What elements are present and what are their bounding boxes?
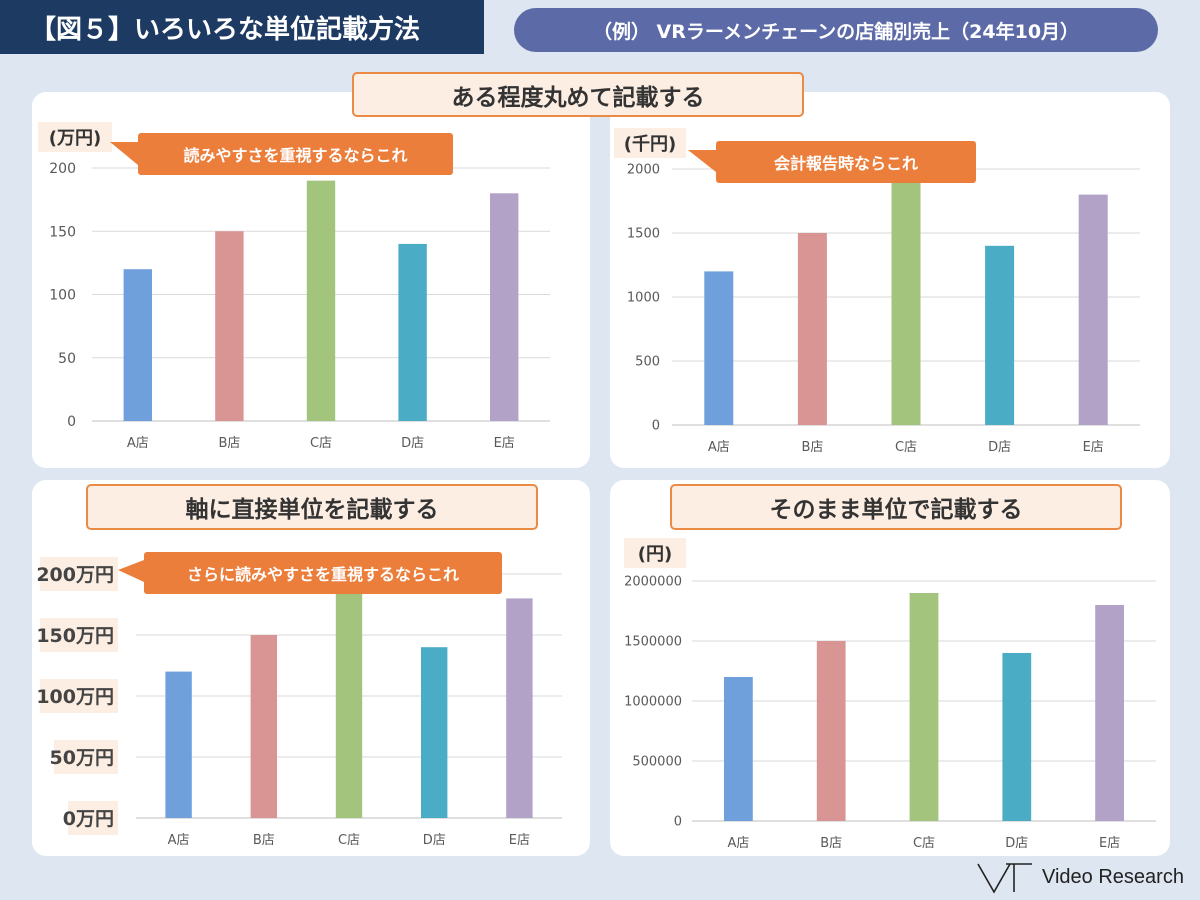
unit-label-bg [614,128,686,158]
category-label: A店 [168,833,190,848]
bar-A店 [123,269,152,421]
unit-label: (千円) [624,134,676,155]
ytick-label-bg [40,557,118,591]
ytick-label-bg [40,618,118,652]
ytick-label: 150万円 [36,625,114,647]
ytick-label-bg [68,801,118,835]
category-label: D店 [988,440,1011,455]
category-label: D店 [423,833,446,848]
bar-C店 [306,180,336,421]
chart-2: (千円) 0 500 1000 1500 2000 A店 B店 C店 D店 E店 [614,128,1140,455]
category-label: D店 [1005,836,1028,851]
ytick-label: 1500000 [624,635,682,650]
ytick-label: 1000 [627,291,660,306]
ytick-label: 50 [58,351,76,367]
panel-title-unit-on-axis: 軸に直接単位を記載する [86,484,538,530]
ytick-label: 1000000 [624,695,682,710]
chart-4: (円) 0 500000 1000000 1500000 2000000 A店 B店 C店 D店 E… [624,538,1156,851]
ytick-label: 0 [674,815,682,830]
panel-raw-yen [610,480,1170,856]
bar-C店 [909,593,939,821]
bar-C店 [891,181,921,425]
panel-title-rounded: ある程度丸めて記載する [352,72,804,117]
callout-pointer [118,560,144,582]
ytick-label-bg [54,740,118,774]
unit-label: (万円) [49,128,101,149]
ytick-label: 50万円 [50,747,114,769]
category-label: A店 [127,436,149,451]
category-label: A店 [708,440,730,455]
category-label: C店 [338,833,360,848]
bar-E店 [1078,194,1108,425]
figure-title: 【図５】いろいろな単位記載方法 [0,0,484,54]
bar-B店 [250,635,278,818]
unit-label: (円) [638,544,672,565]
bar-E店 [490,193,519,421]
ytick-label: 2000000 [624,575,682,590]
logo-text: Video Research [1042,865,1184,888]
bar-C店 [335,586,363,818]
category-label: E店 [494,436,515,451]
category-label: E店 [1099,836,1120,851]
category-label: B店 [253,833,275,848]
ytick-label: 200 [49,161,76,177]
unit-label-bg [624,538,686,568]
bar-E店 [506,598,533,818]
bar-B店 [215,231,244,421]
bar-D店 [398,243,427,421]
category-label: B店 [218,436,240,451]
ytick-label: 200万円 [36,564,114,586]
vr-logo-icon [977,863,1032,894]
bar-A店 [165,671,192,818]
ytick-label: 1500 [627,227,660,242]
ytick-label-bg [40,679,118,713]
chart-1: (万円) 0 50 100 150 200 A店 B店 C店 D店 E店 [38,122,550,451]
bar-E店 [1095,605,1124,821]
bar-B店 [816,641,846,821]
category-label: B店 [801,440,823,455]
panel-title-raw-yen: そのまま単位で記載する [670,484,1122,530]
category-label: C店 [895,440,917,455]
category-label: C店 [310,436,332,451]
bar-D店 [420,647,448,818]
category-label: D店 [401,436,424,451]
callout-accounting: 会計報告時ならこれ [716,141,976,183]
category-label: B店 [820,836,842,851]
callout-pointer [688,150,716,172]
category-label: E店 [1083,440,1104,455]
ytick-label: 0万円 [63,808,114,830]
chart-3: 0万円 50万円 100万円 150万円 200万円 A店 B店 C店 D店 E店 [36,557,562,848]
callout-more-readability: さらに読みやすさを重視するならこれ [144,552,502,594]
panel-unit-on-axis [32,480,590,856]
bar-A店 [704,271,734,425]
callout-readability: 読みやすさを重視するならこれ [138,133,453,175]
ytick-label: 0 [652,419,660,434]
ytick-label: 2000 [627,163,660,178]
example-subtitle: （例） VRラーメンチェーンの店舗別売上（24年10月） [514,8,1158,52]
ytick-label: 0 [67,414,76,430]
bar-A店 [724,677,753,821]
video-research-logo: Video Research [976,858,1186,896]
unit-label-bg [38,122,112,152]
ytick-label: 500000 [632,755,682,770]
category-label: E店 [509,833,530,848]
category-label: C店 [913,836,935,851]
bar-B店 [797,233,827,425]
category-label: A店 [727,836,749,851]
ytick-label: 100万円 [36,686,114,708]
bar-D店 [1002,653,1032,821]
bar-D店 [985,245,1015,425]
ytick-label: 100 [49,288,76,304]
callout-pointer [110,142,138,165]
ytick-label: 150 [49,224,76,240]
ytick-label: 500 [635,355,660,370]
